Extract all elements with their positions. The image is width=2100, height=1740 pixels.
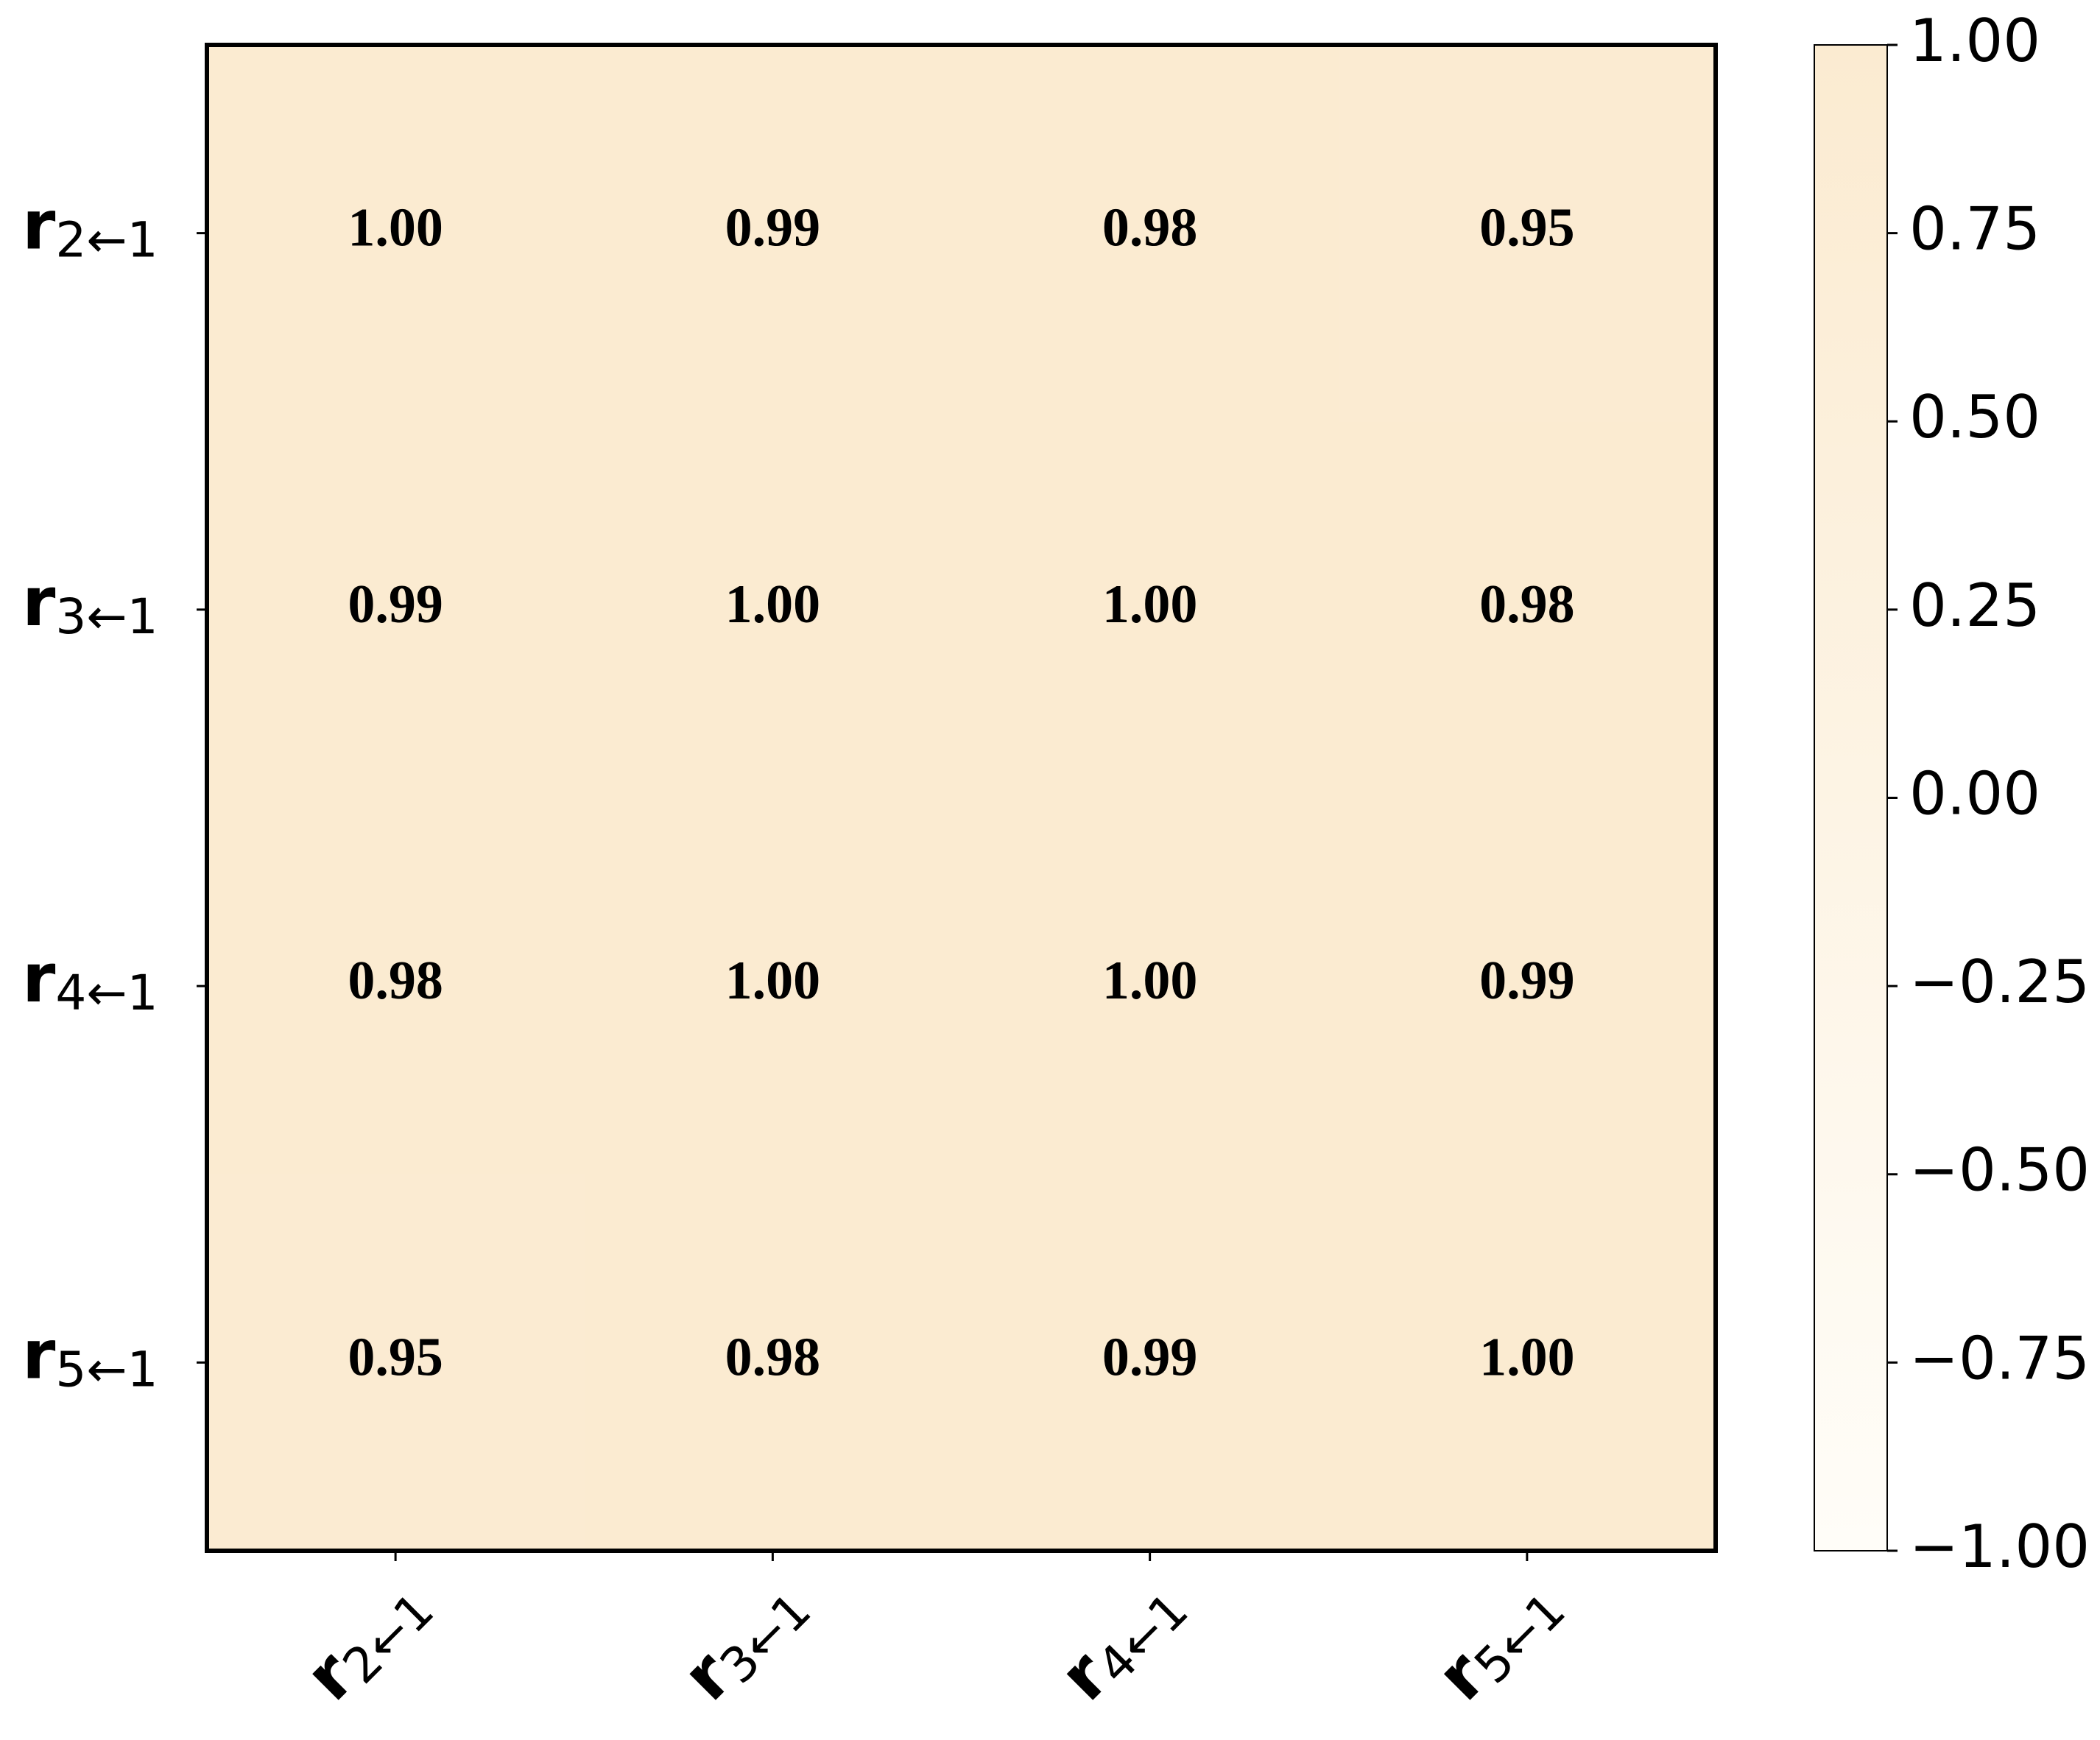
heatmap-cell bbox=[207, 45, 585, 422]
heatmap-cell bbox=[1338, 797, 1716, 1175]
cell-value-label: 0.99 bbox=[1479, 951, 1575, 1011]
x-tick-label: r5←1 bbox=[1422, 1564, 1576, 1719]
heatmap-cell bbox=[961, 45, 1339, 422]
heatmap-cell bbox=[584, 797, 962, 1175]
cell-value-label: 1.00 bbox=[348, 198, 443, 258]
colorbar-tick-label: −0.50 bbox=[1909, 1136, 2090, 1205]
cell-value-label: 1.00 bbox=[1102, 951, 1198, 1011]
heatmap-cell bbox=[1338, 421, 1716, 798]
heatmap-cell bbox=[207, 797, 585, 1175]
colorbar-tick-label: −0.75 bbox=[1909, 1324, 2090, 1392]
plot-frame bbox=[205, 43, 1718, 1553]
cell-value-label: 0.95 bbox=[348, 1327, 443, 1387]
y-tick-label: r2←1 bbox=[22, 186, 158, 269]
cell-value-label: 0.98 bbox=[725, 1327, 821, 1387]
cell-value-label: 0.98 bbox=[1479, 574, 1575, 635]
cell-value-label: 1.00 bbox=[1102, 574, 1198, 635]
heatmap-cell bbox=[961, 1174, 1339, 1551]
cell-value-label: 0.99 bbox=[1102, 1327, 1198, 1387]
y-tick-label: r4←1 bbox=[22, 940, 158, 1022]
cell-value-label: 1.00 bbox=[725, 951, 821, 1011]
cell-value-label: 0.99 bbox=[348, 574, 443, 635]
heatmap-cell bbox=[961, 421, 1339, 798]
colorbar-tick-label: 0.75 bbox=[1909, 195, 2040, 264]
x-tick-label: r3←1 bbox=[668, 1564, 822, 1719]
heatmap-cell bbox=[961, 797, 1339, 1175]
colorbar bbox=[1814, 44, 1888, 1551]
y-tick-label: r3←1 bbox=[22, 563, 158, 645]
colorbar-tick-label: −0.25 bbox=[1909, 948, 2090, 1016]
colorbar-tick-label: 0.50 bbox=[1909, 383, 2040, 451]
x-tick-label: r2←1 bbox=[290, 1564, 445, 1719]
y-tick-label: r5←1 bbox=[22, 1316, 158, 1398]
cell-value-label: 0.95 bbox=[1479, 198, 1575, 258]
heatmap-cell bbox=[584, 421, 962, 798]
heatmap-cell bbox=[584, 1174, 962, 1551]
x-tick-label: r4←1 bbox=[1045, 1564, 1199, 1719]
colorbar-tick-label: 1.00 bbox=[1909, 7, 2040, 75]
heatmap-cell bbox=[1338, 45, 1716, 422]
cell-value-label: 0.99 bbox=[725, 198, 821, 258]
colorbar-tick-label: 0.00 bbox=[1909, 759, 2040, 828]
colorbar-tick-label: 0.25 bbox=[1909, 571, 2040, 640]
heatmap-cell bbox=[1338, 1174, 1716, 1551]
heatmap-cell bbox=[207, 1174, 585, 1551]
cell-value-label: 0.98 bbox=[1102, 198, 1198, 258]
heatmap-cell bbox=[584, 45, 962, 422]
cell-value-label: 0.98 bbox=[348, 951, 443, 1011]
heatmap-cell bbox=[207, 421, 585, 798]
cell-value-label: 1.00 bbox=[1479, 1327, 1575, 1387]
colorbar-tick-label: −1.00 bbox=[1909, 1512, 2090, 1581]
cell-value-label: 1.00 bbox=[725, 574, 821, 635]
